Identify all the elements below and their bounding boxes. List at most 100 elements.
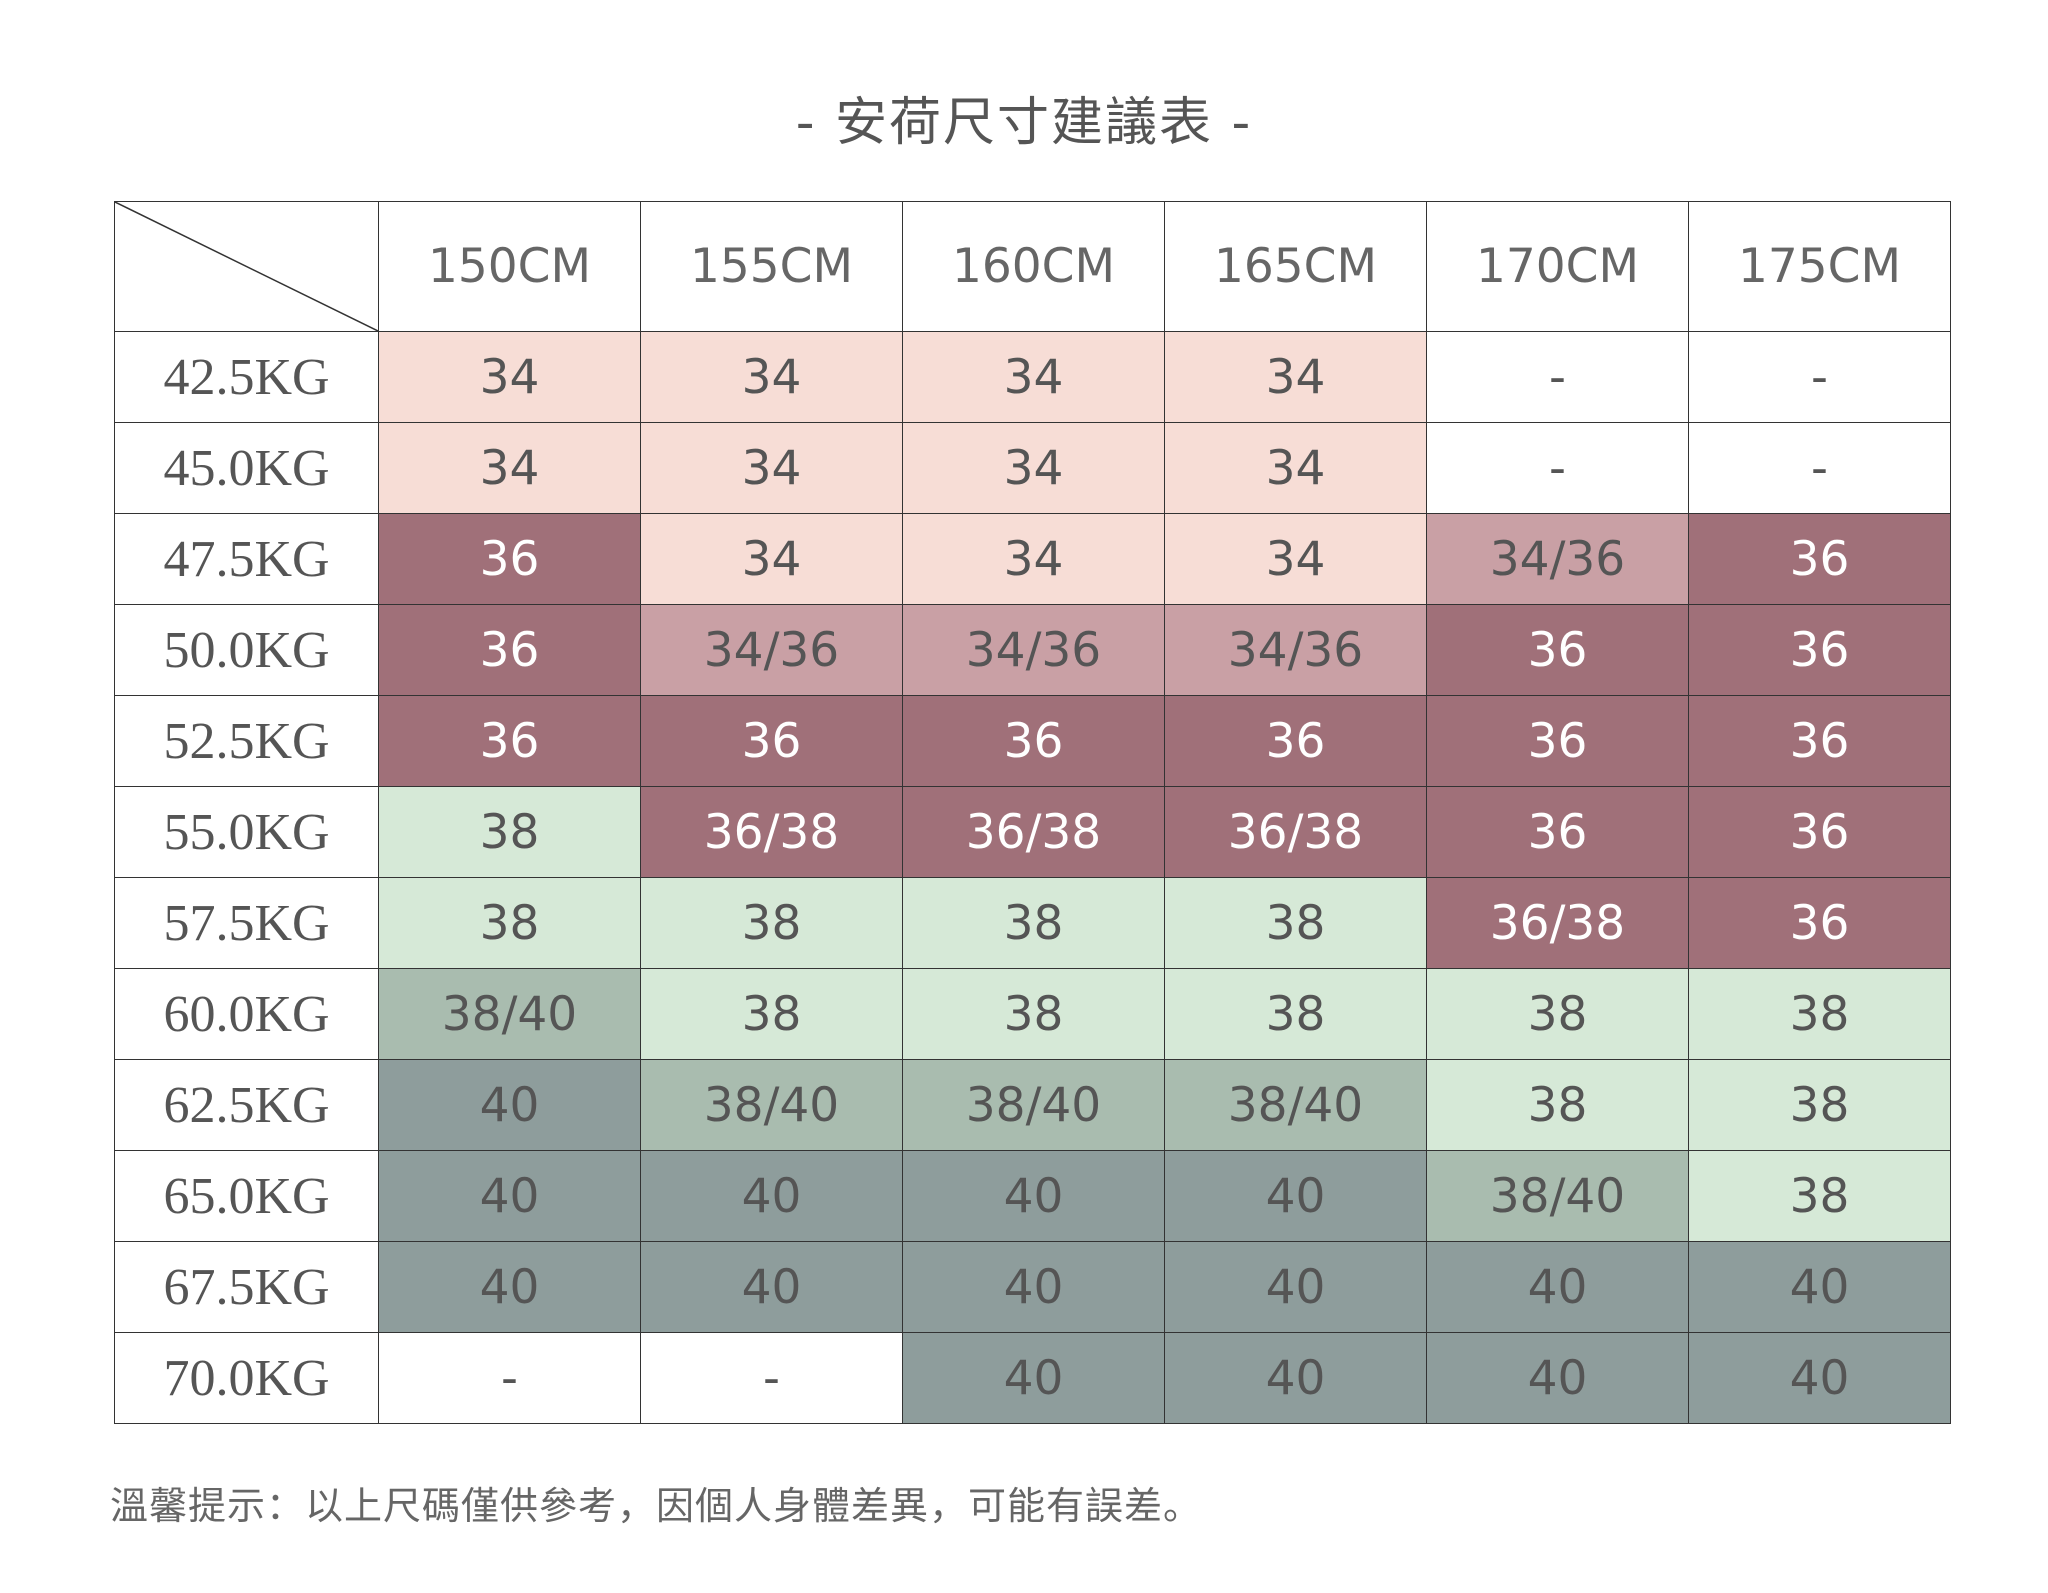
size-cell: 36: [1688, 604, 1951, 696]
size-cell: 34: [1164, 331, 1427, 423]
column-header: 165CM: [1164, 201, 1427, 332]
table-row: 60.0KG 38/40 38 38 38 38 38: [114, 968, 1951, 1060]
size-cell: 38: [902, 968, 1165, 1060]
size-cell: 36: [1688, 786, 1951, 878]
row-label: 70.0KG: [114, 1332, 379, 1424]
size-cell: 34/36: [902, 604, 1165, 696]
row-label: 62.5KG: [114, 1059, 379, 1151]
size-cell: 40: [640, 1241, 903, 1333]
row-label: 67.5KG: [114, 1241, 379, 1333]
size-cell: 40: [378, 1150, 641, 1242]
size-cell: 34: [1164, 422, 1427, 514]
size-cell: 38: [1688, 1059, 1951, 1151]
title: - 安荷尺寸建議表 -: [795, 93, 1253, 153]
size-cell: 38/40: [1426, 1150, 1689, 1242]
row-label: 55.0KG: [114, 786, 379, 878]
size-cell: 36: [1164, 695, 1427, 787]
header-row: 150CM 155CM 160CM 165CM 170CM 175CM: [114, 201, 1951, 332]
size-cell: 38: [902, 877, 1165, 969]
size-cell: 38/40: [640, 1059, 903, 1151]
size-cell: 38: [1688, 968, 1951, 1060]
row-label: 60.0KG: [114, 968, 379, 1060]
size-cell: 38/40: [378, 968, 641, 1060]
size-cell: 40: [902, 1332, 1165, 1424]
table-row: 50.0KG 36 34/36 34/36 34/36 36 36: [114, 604, 1951, 696]
size-cell: 34: [902, 331, 1165, 423]
size-cell: 34: [640, 331, 903, 423]
size-cell: 36: [1688, 695, 1951, 787]
size-cell: 38: [640, 877, 903, 969]
column-header: 150CM: [378, 201, 641, 332]
column-header: 175CM: [1688, 201, 1951, 332]
row-label: 47.5KG: [114, 513, 379, 605]
size-cell: 34/36: [1426, 513, 1689, 605]
size-cell: 40: [1426, 1241, 1689, 1333]
table-row: 65.0KG 40 40 40 40 38/40 38: [114, 1150, 1951, 1242]
size-cell: 40: [1164, 1241, 1427, 1333]
size-cell: 38: [1164, 968, 1427, 1060]
size-cell: 34: [378, 331, 641, 423]
size-cell: 34: [902, 513, 1165, 605]
size-cell: 40: [640, 1150, 903, 1242]
row-label: 65.0KG: [114, 1150, 379, 1242]
size-cell: 40: [1426, 1332, 1689, 1424]
size-cell: 40: [1164, 1150, 1427, 1242]
column-header: 170CM: [1426, 201, 1689, 332]
size-cell: -: [1688, 422, 1951, 514]
size-cell: 38: [378, 786, 641, 878]
table-row: 55.0KG 38 36/38 36/38 36/38 36 36: [114, 786, 1951, 878]
table-body: 42.5KG 34 34 34 34- -45.0KG 34 34 34 34- -47.5KG 36…: [114, 331, 1951, 1424]
diagonal: [115, 202, 378, 331]
table-row: 57.5KG 38 38 38 38 36/38 36: [114, 877, 1951, 969]
size-cell: 34: [1164, 513, 1427, 605]
column-header: 155CM: [640, 201, 903, 332]
size-cell: 36: [1688, 513, 1951, 605]
size-cell: 38: [1426, 968, 1689, 1060]
size-cell: 34: [640, 422, 903, 514]
size-cell: 38/40: [902, 1059, 1165, 1151]
table-row: 70.0KG - -40 40 40 40: [114, 1332, 1951, 1424]
corner-cell: [114, 201, 379, 332]
size-cell: 36: [902, 695, 1165, 787]
size-cell: 36: [1426, 786, 1689, 878]
size-cell: 36: [1426, 695, 1689, 787]
size-cell: 40: [1688, 1241, 1951, 1333]
size-cell: 36/38: [902, 786, 1165, 878]
size-cell: 40: [378, 1241, 641, 1333]
size-cell: 38: [1688, 1150, 1951, 1242]
size-cell: 34: [378, 422, 641, 514]
table-row: 67.5KG 40 40 40 40 40 40: [114, 1241, 1951, 1333]
size-cell: 40: [1164, 1332, 1427, 1424]
size-cell: -: [1426, 422, 1689, 514]
row-label: 57.5KG: [114, 877, 379, 969]
table-row: 42.5KG 34 34 34 34- -: [114, 331, 1951, 423]
size-cell: 34: [902, 422, 1165, 514]
row-label: 45.0KG: [114, 422, 379, 514]
size-cell: -: [640, 1332, 903, 1424]
size-cell: 36: [378, 695, 641, 787]
size-cell: 40: [378, 1059, 641, 1151]
table-header: 150CM 155CM 160CM 165CM 170CM 175CM: [114, 201, 1951, 332]
size-cell: 36/38: [1426, 877, 1689, 969]
size-cell: 34: [640, 513, 903, 605]
table-row: 45.0KG 34 34 34 34- -: [114, 422, 1951, 514]
size-cell: 40: [1688, 1332, 1951, 1424]
row-label: 42.5KG: [114, 331, 379, 423]
table-row: 62.5KG 40 38/40 38/40 38/40 38 38: [114, 1059, 1951, 1151]
table-row: 47.5KG 36 34 34 34 34/36 36: [114, 513, 1951, 605]
size-cell: 36/38: [640, 786, 903, 878]
table-row: 52.5KG 36 36 36 36 36 36: [114, 695, 1951, 787]
row-label: 52.5KG: [114, 695, 379, 787]
size-cell: 38/40: [1164, 1059, 1427, 1151]
column-header: 160CM: [902, 201, 1165, 332]
size-cell: 40: [902, 1241, 1165, 1333]
size-cell: 36: [1688, 877, 1951, 969]
size-cell: 36: [378, 604, 641, 696]
row-label: 50.0KG: [114, 604, 379, 696]
size-cell: 34/36: [1164, 604, 1427, 696]
size-cell: 36: [378, 513, 641, 605]
size-cell: 36/38: [1164, 786, 1427, 878]
size-cell: 40: [902, 1150, 1165, 1242]
size-cell: -: [1426, 331, 1689, 423]
